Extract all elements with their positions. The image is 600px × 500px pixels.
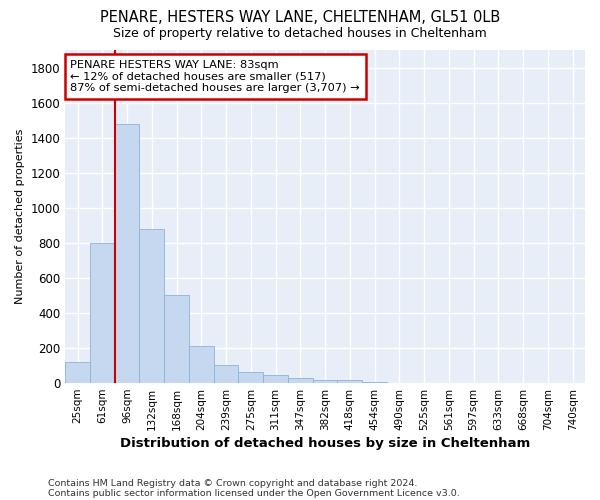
Bar	[65, 362, 90, 383]
Bar	[90, 243, 115, 383]
Bar	[337, 380, 362, 383]
Text: PENARE, HESTERS WAY LANE, CHELTENHAM, GL51 0LB: PENARE, HESTERS WAY LANE, CHELTENHAM, GL…	[100, 10, 500, 25]
Bar	[164, 296, 189, 383]
Text: Contains public sector information licensed under the Open Government Licence v3: Contains public sector information licen…	[48, 488, 460, 498]
Bar	[189, 346, 214, 383]
X-axis label: Distribution of detached houses by size in Cheltenham: Distribution of detached houses by size …	[120, 437, 530, 450]
Bar	[115, 124, 139, 383]
Text: PENARE HESTERS WAY LANE: 83sqm
← 12% of detached houses are smaller (517)
87% of: PENARE HESTERS WAY LANE: 83sqm ← 12% of …	[70, 60, 360, 93]
Bar	[263, 374, 288, 383]
Bar	[362, 382, 387, 383]
Bar	[313, 380, 337, 383]
Bar	[238, 372, 263, 383]
Bar	[214, 364, 238, 383]
Text: Contains HM Land Registry data © Crown copyright and database right 2024.: Contains HM Land Registry data © Crown c…	[48, 478, 418, 488]
Y-axis label: Number of detached properties: Number of detached properties	[15, 129, 25, 304]
Bar	[387, 382, 412, 383]
Bar	[288, 378, 313, 383]
Text: Size of property relative to detached houses in Cheltenham: Size of property relative to detached ho…	[113, 28, 487, 40]
Bar	[139, 229, 164, 383]
